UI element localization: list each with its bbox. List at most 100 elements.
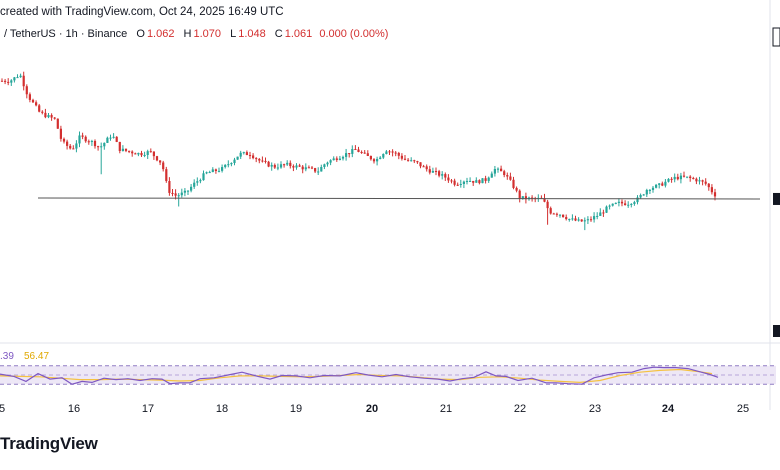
candle-body [47, 115, 50, 118]
candle-body [506, 175, 509, 177]
scale-menu-icon [772, 27, 780, 47]
open-value: 1.062 [146, 28, 175, 40]
candle-body [103, 142, 106, 147]
candle-body [56, 118, 59, 129]
candle-body [583, 220, 586, 222]
candle-body [152, 151, 155, 157]
candle-body [162, 162, 165, 170]
candle-body [689, 176, 692, 179]
x-tick-label: 25 [737, 403, 749, 415]
candle-body [183, 190, 186, 193]
candle-body [679, 175, 682, 180]
candle-body [469, 180, 472, 182]
candle-body [531, 197, 534, 199]
candle-body [673, 176, 676, 180]
candle-body [379, 157, 382, 159]
candle-body [106, 137, 109, 143]
candle-body [233, 159, 236, 164]
candle-body [22, 75, 25, 87]
candle-body [332, 158, 335, 161]
candle-body [279, 164, 283, 168]
last-price-marker [773, 192, 780, 205]
candle-body [155, 156, 159, 161]
candle-body [478, 180, 481, 184]
candle-body [118, 141, 121, 151]
candle-body [459, 183, 462, 185]
candle-body [245, 152, 248, 156]
candle-body [484, 178, 487, 181]
candle-body [363, 152, 366, 154]
candle-body [38, 105, 41, 112]
candle-body [62, 138, 66, 142]
candle-body [211, 169, 214, 173]
candle-body [323, 164, 326, 168]
candle-body [53, 117, 56, 119]
candle-body [509, 176, 512, 180]
time-axis: 5 16 17 18 19 20 21 22 23 24 25 [0, 403, 749, 415]
candle-body [140, 152, 143, 156]
candle-body [397, 152, 400, 156]
candle-body [214, 169, 217, 172]
candle-body [90, 140, 93, 142]
rsi-pane [0, 365, 776, 385]
candle-body [565, 217, 568, 220]
candle-body [552, 213, 555, 215]
scale-marker-icon [773, 325, 780, 337]
candle-body [707, 183, 710, 188]
candle-body [239, 152, 242, 157]
candle-body [283, 164, 286, 166]
candle-body [230, 163, 233, 165]
candle-body [493, 169, 496, 174]
candle-body [25, 86, 28, 95]
candle-body [109, 137, 112, 139]
candle-body [655, 184, 658, 188]
candle-body [661, 183, 664, 186]
candle-body [165, 169, 168, 182]
candle-body [16, 77, 19, 79]
candle-body [500, 168, 503, 172]
candle-body [391, 151, 394, 153]
candle-body [586, 219, 589, 221]
candle-body [521, 196, 524, 199]
candle-body [307, 167, 310, 169]
candle-body [31, 99, 35, 103]
candle-body [134, 153, 137, 155]
candle-body [193, 182, 196, 187]
candle-body [252, 155, 255, 159]
candle-body [627, 204, 630, 206]
candle-body [242, 152, 245, 154]
candle-body [605, 206, 608, 213]
candle-body [686, 176, 689, 178]
candle-body [143, 154, 146, 156]
candle-body [270, 164, 273, 167]
candle-body [261, 160, 264, 162]
candle-body [515, 187, 518, 191]
candle-body [496, 168, 500, 170]
candle-body [670, 178, 673, 180]
candle-body [577, 219, 580, 221]
x-tick-label: 22 [514, 403, 526, 415]
candle-body [301, 166, 304, 170]
symbol-label[interactable]: / TetherUS · 1h · Binance [4, 28, 128, 40]
candle-body [0, 80, 4, 82]
x-tick-label: 20 [366, 403, 378, 415]
candle-body [208, 172, 211, 174]
candle-body [676, 176, 679, 180]
candle-body [264, 160, 267, 162]
candle-body [571, 218, 574, 220]
candle-body [645, 189, 648, 195]
high-label: H [183, 28, 192, 40]
candle-body [348, 153, 351, 155]
candle-body [438, 171, 441, 176]
candle-body [558, 214, 562, 216]
x-tick-label: 19 [290, 403, 302, 415]
candle-body [13, 77, 16, 81]
candle-body [611, 203, 614, 206]
x-tick-label: 24 [662, 403, 675, 415]
candle-body [407, 159, 410, 161]
candle-body [608, 205, 611, 207]
candle-body [329, 160, 332, 163]
candle-body [205, 172, 208, 174]
candle-body [403, 158, 407, 160]
